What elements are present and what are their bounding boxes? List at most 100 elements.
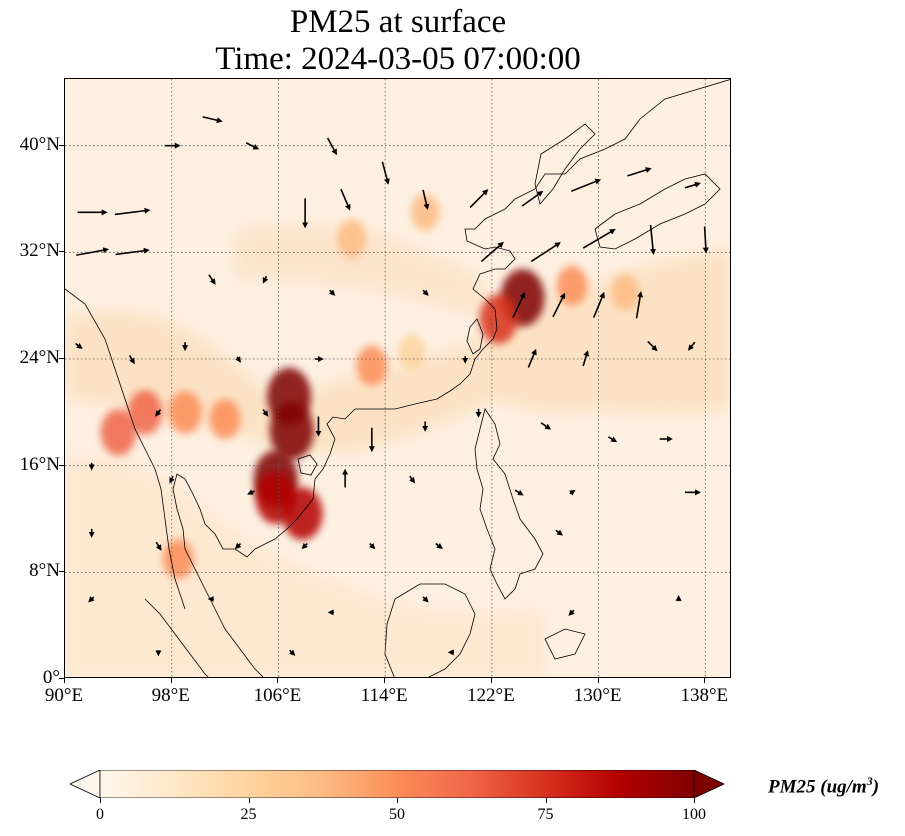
pm25-hotspot xyxy=(209,398,241,440)
pm25-hotspot xyxy=(162,538,194,580)
latitude-tick xyxy=(59,464,64,466)
wind-arrow xyxy=(627,167,652,177)
wind-arrow xyxy=(422,289,429,296)
wind-arrow xyxy=(340,188,351,211)
wind-arrow xyxy=(649,224,656,255)
wind-arrow xyxy=(684,181,701,189)
mainland-coastline xyxy=(172,79,730,677)
pm25-hotspot xyxy=(269,402,314,460)
latitude-tick-label: 8°N xyxy=(29,560,60,582)
wind-arrow xyxy=(582,350,590,367)
colorbar-tick xyxy=(100,798,101,803)
pm25-hotspot xyxy=(168,390,202,434)
map-canvas xyxy=(65,79,730,677)
title-line-1: PM25 at surface xyxy=(289,4,507,40)
pm25-hotspot xyxy=(282,487,323,540)
wind-arrow xyxy=(552,292,566,318)
wind-arrow xyxy=(245,142,260,150)
colorbar-tick xyxy=(248,798,250,803)
latitude-tick xyxy=(59,678,64,679)
latitude-tick-label: 16°N xyxy=(19,453,60,475)
pm25-hotspot xyxy=(100,409,137,456)
wind-vectors xyxy=(75,116,709,657)
longitude-tick xyxy=(490,678,492,683)
longitude-tick xyxy=(597,678,599,683)
wind-arrow xyxy=(422,596,429,603)
gridlines xyxy=(65,79,730,677)
longitude-tick xyxy=(277,678,279,683)
latitude-tick xyxy=(59,251,64,253)
wind-arrow xyxy=(530,242,561,263)
longitude-tick xyxy=(64,678,65,683)
wind-arrow xyxy=(169,475,175,484)
latitude-tick-label: 32°N xyxy=(19,240,60,262)
wind-arrow xyxy=(555,529,563,536)
wind-arrow xyxy=(202,116,223,124)
latitude-tick-label: 0° xyxy=(42,667,60,688)
western-coastline xyxy=(65,288,186,610)
pm25-hotspot xyxy=(479,294,518,344)
wind-arrow xyxy=(540,422,552,430)
wind-arrow xyxy=(208,274,216,285)
longitude-tick-label: 122°E xyxy=(467,685,515,706)
wind-arrow xyxy=(128,355,135,365)
wind-arrow xyxy=(514,489,524,496)
wind-arrow xyxy=(702,226,709,254)
longitude-tick xyxy=(704,678,706,683)
pm25-hotspot-layer xyxy=(100,193,640,580)
longitude-tick-label: 114°E xyxy=(360,685,408,706)
sulawesi-outline xyxy=(544,628,586,660)
colorbar-tick xyxy=(397,798,398,803)
wind-arrow xyxy=(288,649,296,656)
pm25-hotspot xyxy=(337,219,367,259)
map-panel xyxy=(64,78,731,678)
wind-arrow xyxy=(687,341,696,351)
colorbar-label-superscript: 3 xyxy=(866,774,873,788)
wind-arrow xyxy=(328,289,336,296)
wind-arrow xyxy=(301,542,308,550)
borneo-outline xyxy=(384,583,476,677)
wind-arrow xyxy=(155,409,162,417)
latitude-tick xyxy=(59,358,64,359)
wind-arrow xyxy=(235,356,241,363)
latitude-tick-label: 24°N xyxy=(19,347,60,368)
wind-arrow xyxy=(88,596,95,603)
pm25-hotspot xyxy=(127,389,163,435)
pm25-hotspot xyxy=(611,273,640,311)
colorbar-label: PM25 (ug/m3) xyxy=(768,774,879,798)
wind-arrow xyxy=(409,475,416,484)
colorbar xyxy=(70,770,724,798)
wind-arrow xyxy=(155,541,162,551)
wind-arrow xyxy=(234,542,242,550)
pm25-hotspot xyxy=(356,345,388,386)
latitude-tick xyxy=(59,144,64,146)
wind-arrow xyxy=(527,348,537,368)
latitude-tick-label: 40°N xyxy=(19,133,60,155)
wind-arrow xyxy=(569,489,576,496)
wind-arrow xyxy=(75,342,83,349)
wind-arrow xyxy=(480,241,504,263)
colorbar-tick xyxy=(694,798,695,803)
longitude-tick xyxy=(384,678,386,683)
wind-arrow xyxy=(592,291,605,318)
wind-arrow xyxy=(262,409,269,417)
wind-arrow xyxy=(76,247,110,256)
wind-arrow xyxy=(247,489,255,495)
latitude-tick xyxy=(59,571,64,573)
colorbar-extend-max xyxy=(693,770,724,798)
taiwan-outline xyxy=(466,318,484,355)
hainan-outline xyxy=(297,454,318,476)
wind-arrow xyxy=(435,542,443,549)
colorbar-tick-label: 50 xyxy=(389,806,405,823)
japan-outline xyxy=(594,173,721,250)
wind-arrow xyxy=(262,275,269,284)
wind-arrow xyxy=(326,137,337,156)
title-line-2: Time: 2024-03-05 07:00:00 xyxy=(215,41,581,77)
colorbar-tick-label: 25 xyxy=(240,806,257,823)
pm25-hotspot xyxy=(410,193,440,231)
wind-arrow xyxy=(568,609,575,616)
colorbar-extend-min xyxy=(70,770,101,798)
colorbar-label-base: PM25 (ug/m xyxy=(768,776,867,798)
wind-arrow xyxy=(115,247,150,256)
longitude-tick-label: 138°E xyxy=(680,685,729,706)
